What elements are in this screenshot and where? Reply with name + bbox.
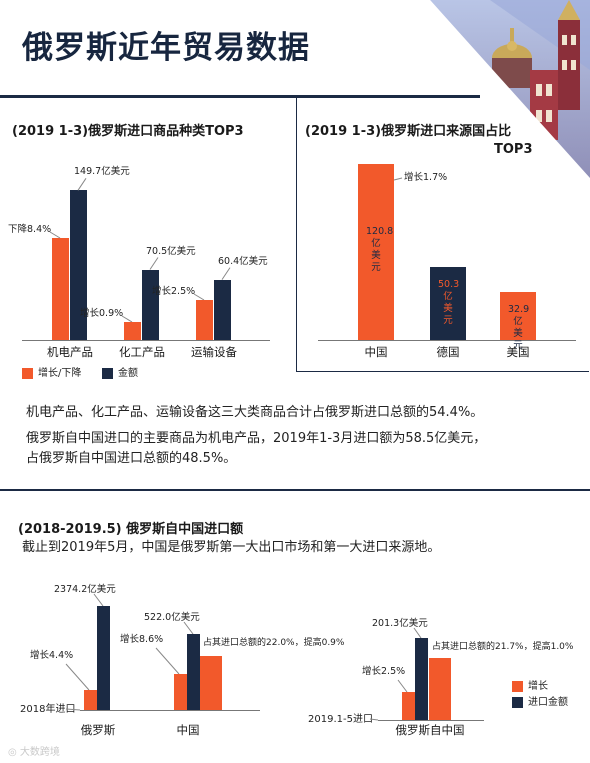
chart-2018-imports: 2018年进口 俄罗斯 增长4.4% 2374.2亿美元中国 增长8.6% 522.0亿美…: [0, 570, 344, 740]
chart1-amount-label: 70.5亿美元: [146, 245, 196, 257]
chart2-annotation-leader: [393, 177, 403, 181]
legend-label-growth: 增长/下降: [38, 368, 82, 379]
chart1-growth-leader: [121, 315, 133, 323]
watermark-icon: ◎: [8, 747, 20, 758]
chart2-category-label: 德国: [436, 345, 460, 359]
chart3-share-label: 占其进口总额的22.0%，提高0.9%: [203, 638, 345, 648]
building-photo: [430, 0, 590, 180]
paragraph-china-line1: 俄罗斯自中国进口的主要商品为机电产品，2019年1-3月进口额为58.5亿美元，: [26, 431, 487, 446]
chart3-category-label: 中国: [176, 723, 200, 737]
section3-subtitle: 截止到2019年5月，中国是俄罗斯第一大出口市场和第一大进口来源地。: [22, 540, 441, 555]
chart2-bar: [500, 292, 536, 340]
chart2-category-label: 美国: [506, 345, 530, 359]
chart2-bar-value-label: 120.8 亿 美 元: [366, 226, 394, 273]
chart-2019-imports: 2019.1-5进口俄罗斯自中国 增长2.5% 201.3亿美元占其进口总额的21.…: [300, 570, 590, 740]
watermark: ◎ 大数跨境: [8, 743, 60, 758]
chart3-growth-leader: [155, 647, 180, 675]
chart1-amount-label: 149.7亿美元: [74, 166, 130, 178]
chart1-growth-label: 下降8.4%: [8, 224, 52, 235]
chart2-bar: [358, 164, 394, 340]
chart4-amount-bar: [415, 638, 428, 720]
legend-label-amount: 金额: [118, 368, 138, 379]
chart1-growth-label: 增长0.9%: [80, 308, 124, 319]
chart1-amount-label: 60.4亿美元: [218, 255, 268, 267]
chart3-amount-leader: [183, 621, 194, 635]
chart1-growth-leader: [49, 231, 61, 239]
section2-bottom-rule: [296, 371, 589, 372]
legend3-swatch-amount: [512, 697, 523, 708]
chart3-growth-bar: [84, 690, 97, 710]
chart1-amount-bar: [70, 190, 87, 340]
chart4-share-bar: [429, 658, 451, 720]
chart3-axis: [80, 710, 260, 711]
chart1-growth-bar: [196, 300, 213, 340]
chart1-axis: [22, 340, 270, 341]
chart4-amount-label: 201.3亿美元: [372, 618, 428, 629]
chart3-amount-label: 2374.2亿美元: [54, 584, 116, 595]
chart4-category-label: 俄罗斯自中国: [395, 723, 465, 737]
section3-title: (2018-2019.5) 俄罗斯自中国进口额: [18, 522, 244, 537]
chart4-share-label: 占其进口总额的21.7%，提高1.0%: [432, 642, 574, 652]
chart1-amount-leader: [149, 257, 159, 270]
leader-lines: [393, 177, 403, 181]
chart1-growth-bar: [124, 322, 141, 340]
chart4-row-label: 2019.1-5进口: [308, 714, 373, 725]
chart-import-sources: 120.8 亿 美 元中国 50.3 亿 美 元德国 32.9 亿 美 元美国 增长1…: [296, 160, 590, 370]
paragraph-china-line2: 占俄罗斯自中国进口总额的48.5%。: [26, 451, 237, 466]
chart1-amount-leader: [221, 267, 231, 280]
section2-title: (2019 1-3)俄罗斯进口来源国占比: [305, 124, 512, 139]
chart3-amount-bar: [187, 634, 200, 710]
chart3-row-leader: [65, 708, 81, 711]
legend-swatch-amount: [102, 368, 113, 379]
leader-lines: [65, 593, 194, 711]
section1-title: (2019 1-3)俄罗斯进口商品种类TOP3: [12, 124, 244, 139]
legend3-label-amount: 进口金额: [528, 697, 568, 708]
chart2-annotation-label: 增长1.7%: [404, 172, 448, 183]
chart1-amount-leader: [77, 178, 87, 191]
chart3-category-label: 俄罗斯: [80, 723, 116, 737]
chart4-axis: [378, 720, 484, 721]
chart3-amount-label: 522.0亿美元: [144, 612, 200, 623]
chart3-row-label: 2018年进口: [20, 704, 76, 715]
chart3-amount-leader: [93, 593, 104, 607]
legend-swatch-growth: [22, 368, 33, 379]
watermark-text: 大数跨境: [19, 747, 60, 758]
chart-import-categories: 机电产品 下降8.4% 149.7亿美元化工产品 增长0.9% 70.5亿美元运输设备 增…: [0, 160, 296, 375]
chart4-growth-label: 增长2.5%: [362, 666, 406, 677]
chart1-amount-bar: [214, 279, 231, 340]
chart1-growth-label: 增长2.5%: [152, 286, 196, 297]
chart3-share-bar: [200, 656, 222, 710]
chart2-bar-value-label: 50.3 亿 美 元: [438, 278, 460, 326]
chart4-amount-leader: [413, 627, 422, 639]
chart3-growth-leader: [65, 663, 90, 691]
leader-lines: [49, 178, 231, 323]
chart3-growth-label: 增长4.4%: [30, 650, 74, 661]
chart4-row-leader: [369, 718, 379, 721]
chart3-growth-bar: [174, 674, 187, 710]
chart1-growth-bar: [52, 238, 69, 340]
chart2-bar: [430, 266, 466, 340]
leader-lines: [369, 627, 422, 721]
chart2-axis: [318, 340, 576, 341]
chart1-category-label: 化工产品: [119, 345, 165, 359]
chart1-category-label: 机电产品: [47, 345, 93, 359]
paragraph-summary: 机电产品、化工产品、运输设备这三大类商品合计占俄罗斯进口总额的54.4%。: [26, 405, 484, 420]
section2-title-top3: TOP3: [494, 142, 533, 157]
chart2-bar-value-label: 32.9 亿 美 元: [508, 304, 530, 352]
chart3-growth-label: 增长8.6%: [120, 634, 164, 645]
section2-left-rule: [296, 98, 297, 372]
chart1-amount-bar: [142, 269, 159, 340]
chart4-growth-bar: [402, 692, 415, 720]
chart3-amount-bar: [97, 606, 110, 710]
chart2-category-label: 中国: [364, 345, 388, 359]
section-divider: [0, 489, 590, 491]
legend3-label-growth: 增长: [528, 681, 548, 692]
page-title: 俄罗斯近年贸易数据: [22, 30, 310, 66]
chart1-category-label: 运输设备: [191, 345, 237, 359]
title-rule: [0, 95, 480, 98]
chart4-growth-leader: [397, 679, 408, 693]
chart1-growth-leader: [193, 293, 205, 301]
legend3-swatch-growth: [512, 681, 523, 692]
